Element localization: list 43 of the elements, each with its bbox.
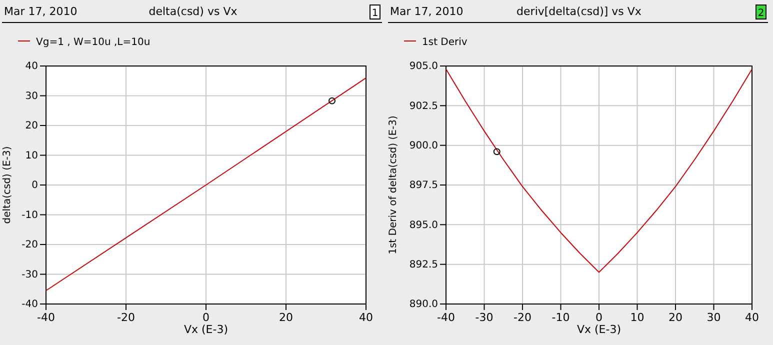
x-tick-label: -40 [437,310,455,324]
x-axis-title: Vx (E-3) [184,323,228,336]
y-tick-label: -30 [22,269,38,280]
legend-label: Vg=1 , W=10u ,L=10u [36,37,150,48]
x-tick-label: -20 [117,310,135,324]
x-tick-label: -30 [475,310,494,324]
chart-title: delta(csd) vs Vx [148,5,238,18]
x-tick-label: 40 [745,310,759,324]
y-tick-label: 20 [25,120,38,132]
y-tick-label: 890.0 [409,299,438,310]
x-tick-label: 30 [706,310,721,324]
y-tick-label: 0 [32,180,38,192]
y-tick-label: 895.0 [409,220,438,231]
x-tick-label: -40 [37,310,55,324]
y-tick-label: 892.5 [409,260,438,271]
y-axis-title: 1st Deriv of delta(csd) (E-3) [388,116,399,254]
y-axis-title: delta(csd) (E-3) [2,146,13,224]
y-tick-label: 40 [25,61,38,72]
y-tick-label: 30 [25,90,38,102]
x-tick-label: 0 [202,310,210,324]
x-tick-label: 20 [279,310,293,324]
y-tick-label: 902.5 [409,100,438,112]
x-tick-label: 20 [668,310,682,324]
text: 2 [758,8,764,19]
y-tick-label: -20 [22,240,38,251]
y-tick-label: -10 [22,210,38,221]
y-tick-label: 900.0 [409,140,438,152]
x-tick-label: 40 [359,310,373,324]
x-axis-title: Vx (E-3) [576,323,622,336]
chart-title: deriv[delta(csd)] vs Vx [516,5,642,18]
y-tick-label: 897.5 [409,180,438,192]
line-series [446,68,752,273]
x-tick-label: -10 [552,310,570,324]
legend-label: 1st Deriv [422,37,468,48]
text: Mar 17, 2010 [390,5,464,18]
text: 1 [372,8,378,19]
y-tick-label: 10 [25,150,38,162]
x-tick-label: 10 [630,310,644,324]
y-tick-label: 905.0 [409,61,438,72]
text: Mar 17, 2010 [4,5,78,18]
x-tick-label: -20 [514,310,532,324]
y-tick-label: -40 [22,299,38,310]
x-tick-label: 0 [596,310,602,324]
